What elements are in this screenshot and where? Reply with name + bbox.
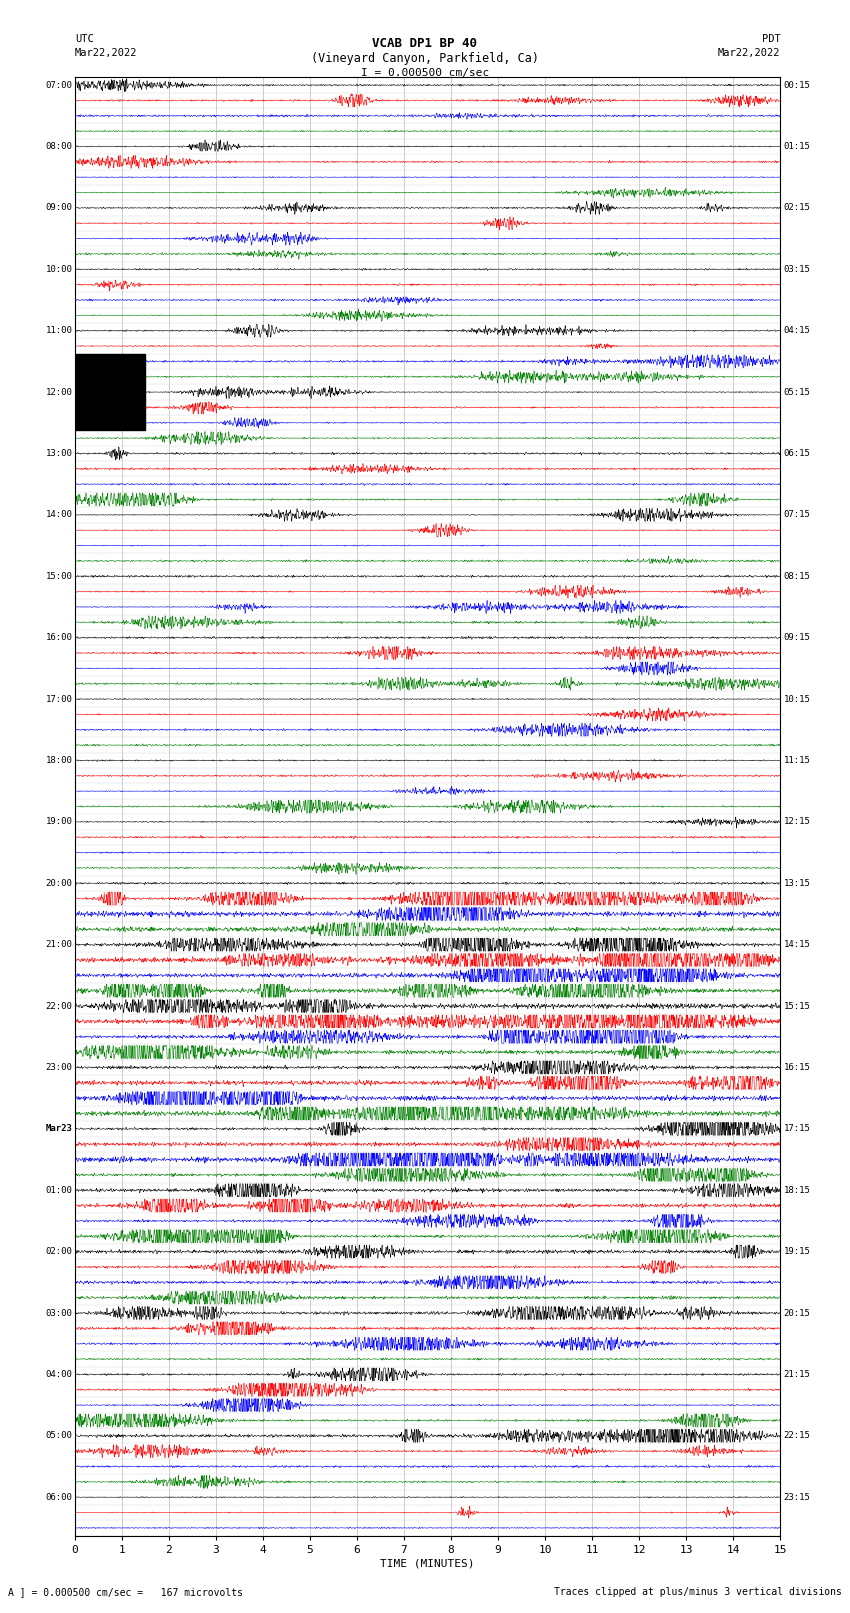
Text: 19:00: 19:00 [45,818,72,826]
Text: Traces clipped at plus/minus 3 vertical divisions: Traces clipped at plus/minus 3 vertical … [553,1587,842,1597]
Text: 11:00: 11:00 [45,326,72,336]
Text: 14:00: 14:00 [45,510,72,519]
Text: 23:15: 23:15 [784,1492,811,1502]
Text: 10:00: 10:00 [45,265,72,274]
Text: 18:00: 18:00 [45,756,72,765]
X-axis label: TIME (MINUTES): TIME (MINUTES) [380,1558,475,1569]
Text: 10:15: 10:15 [784,695,811,703]
Text: 01:15: 01:15 [784,142,811,152]
Text: 22:15: 22:15 [784,1431,811,1440]
Text: Mar23: Mar23 [45,1124,72,1134]
Text: 21:15: 21:15 [784,1369,811,1379]
Text: 13:00: 13:00 [45,448,72,458]
Text: 11:15: 11:15 [784,756,811,765]
Text: 03:15: 03:15 [784,265,811,274]
Text: 18:15: 18:15 [784,1186,811,1195]
Text: Mar22,2022: Mar22,2022 [75,48,138,58]
Text: UTC: UTC [75,34,94,44]
Text: 08:00: 08:00 [45,142,72,152]
Text: 23:00: 23:00 [45,1063,72,1073]
Text: 21:00: 21:00 [45,940,72,948]
Text: PDT: PDT [762,34,780,44]
Text: 22:00: 22:00 [45,1002,72,1010]
Text: (Vineyard Canyon, Parkfield, Ca): (Vineyard Canyon, Parkfield, Ca) [311,52,539,65]
Bar [75,353,145,431]
Text: 03:00: 03:00 [45,1308,72,1318]
Text: 02:15: 02:15 [784,203,811,213]
Text: 08:15: 08:15 [784,571,811,581]
Text: 17:00: 17:00 [45,695,72,703]
Text: 06:15: 06:15 [784,448,811,458]
Text: 19:15: 19:15 [784,1247,811,1257]
Text: 12:00: 12:00 [45,387,72,397]
Text: 04:00: 04:00 [45,1369,72,1379]
Text: 04:15: 04:15 [784,326,811,336]
Text: 15:15: 15:15 [784,1002,811,1010]
Text: 09:15: 09:15 [784,634,811,642]
Text: 05:15: 05:15 [784,387,811,397]
Text: 20:15: 20:15 [784,1308,811,1318]
Text: 05:00: 05:00 [45,1431,72,1440]
Text: Mar22,2022: Mar22,2022 [717,48,780,58]
Text: 16:00: 16:00 [45,634,72,642]
Text: 00:15: 00:15 [784,81,811,90]
Text: 13:15: 13:15 [784,879,811,887]
Text: 01:00: 01:00 [45,1186,72,1195]
Text: 17:15: 17:15 [784,1124,811,1134]
Text: 12:15: 12:15 [784,818,811,826]
Text: 14:15: 14:15 [784,940,811,948]
Text: I = 0.000500 cm/sec: I = 0.000500 cm/sec [361,68,489,77]
Text: 16:15: 16:15 [784,1063,811,1073]
Text: A ] = 0.000500 cm/sec =   167 microvolts: A ] = 0.000500 cm/sec = 167 microvolts [8,1587,243,1597]
Text: 07:15: 07:15 [784,510,811,519]
Text: 09:00: 09:00 [45,203,72,213]
Text: 06:00: 06:00 [45,1492,72,1502]
Text: 07:00: 07:00 [45,81,72,90]
Text: 02:00: 02:00 [45,1247,72,1257]
Text: 20:00: 20:00 [45,879,72,887]
Text: 15:00: 15:00 [45,571,72,581]
Text: VCAB DP1 BP 40: VCAB DP1 BP 40 [372,37,478,50]
